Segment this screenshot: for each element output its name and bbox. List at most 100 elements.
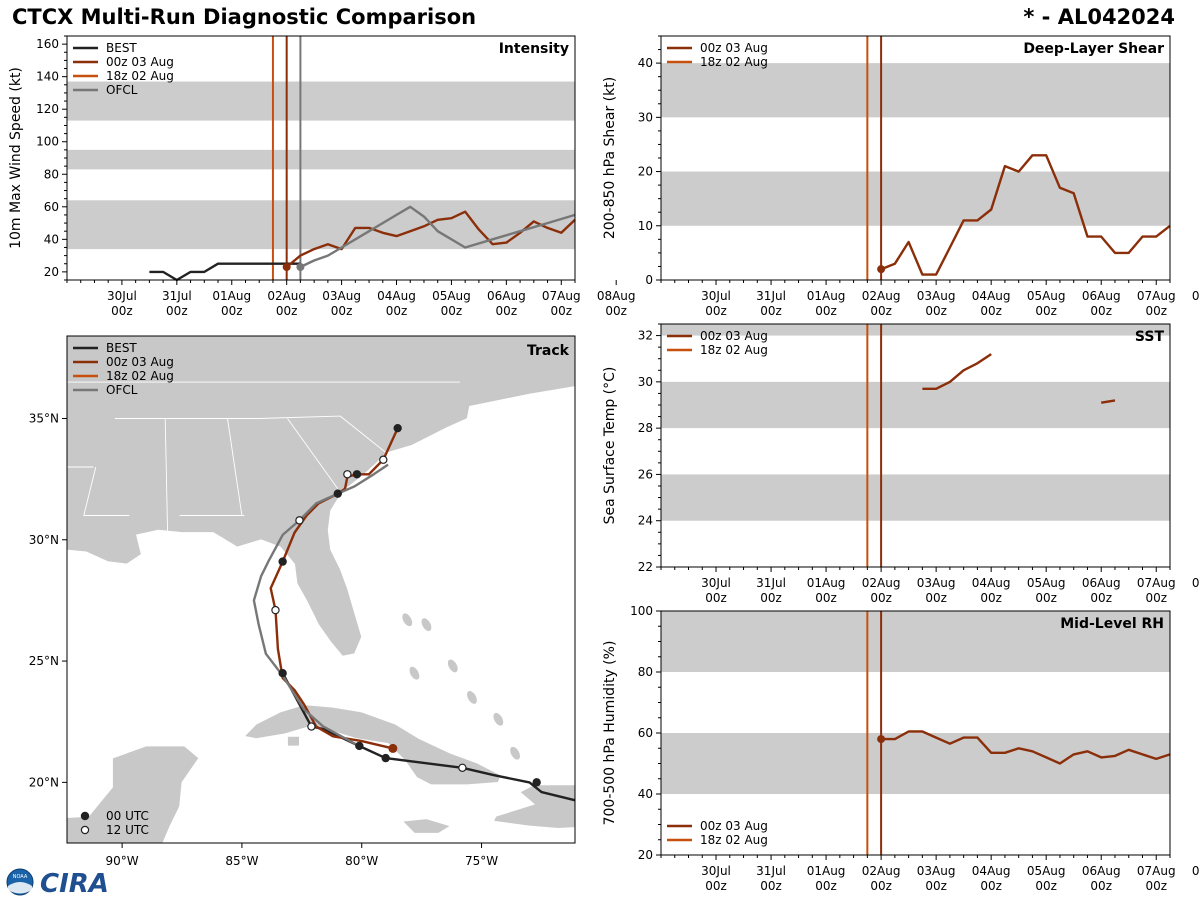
rh-ytick-label: 80 [638, 665, 653, 679]
sst-xtick-label-day: 08Aug [1192, 576, 1200, 590]
intensity-title: Intensity [499, 41, 569, 57]
intensity-legend-label-best: BEST [106, 41, 137, 55]
intensity-xtick-label-day: 01Aug [212, 289, 251, 303]
intensity-xtick-label-hour: 00z [331, 304, 353, 318]
track-marker-00utc [278, 557, 287, 566]
sst-ylabel: Sea Surface Temp (°C) [602, 367, 618, 525]
track-marker-legend-label: 12 UTC [106, 823, 149, 837]
track-map [67, 336, 575, 843]
storm-id: * - AL042024 [1023, 5, 1175, 29]
intensity-xtick-label-hour: 00z [496, 304, 518, 318]
shear-xtick-label-hour: 00z [980, 304, 1002, 318]
shear-xtick-label-hour: 00z [925, 304, 947, 318]
intensity-xtick-label-hour: 00z [441, 304, 463, 318]
track-marker-12utc [343, 470, 352, 479]
shear-xtick-label-day: 06Aug [1082, 289, 1121, 303]
state-border-3 [287, 418, 339, 490]
land-us-mainland [67, 336, 575, 657]
land-bahamas-island-3 [447, 659, 458, 673]
track-marker-legend-label: 00 UTC [106, 809, 149, 823]
land-bahamas-island-5 [493, 712, 504, 726]
sst-band-0 [661, 474, 1170, 521]
land-bahamas-island-2 [409, 666, 420, 680]
sst-series-run00z-0 [922, 353, 992, 390]
intensity-ytick-label: 120 [36, 102, 59, 116]
sst-xtick-label-day: 31Jul [756, 576, 786, 590]
page-title: CTCX Multi-Run Diagnostic Comparison [12, 5, 477, 29]
rh-ytick-label: 40 [638, 787, 653, 801]
shear-xtick-label-day: 04Aug [972, 289, 1011, 303]
sst-xtick-label-day: 04Aug [972, 576, 1011, 590]
track-marker-00utc [333, 489, 342, 498]
sst-xtick-label-hour: 00z [870, 591, 892, 605]
track-marker-12utc [458, 763, 467, 772]
rh-init-point-run00z [877, 735, 886, 744]
shear-xtick-label-day: 30Jul [701, 289, 731, 303]
track-legend-label-run00z: 00z 03 Aug [106, 355, 174, 369]
track-xtick-label: 85°W [225, 854, 258, 868]
state-border-0 [164, 418, 169, 533]
track-marker-12utc [295, 516, 304, 525]
intensity-xtick-label-day: 02Aug [267, 289, 306, 303]
land-isla-juventud [287, 735, 300, 747]
rh-xtick-label-day: 31Jul [756, 864, 786, 878]
rh-xtick-label-day: 06Aug [1082, 864, 1121, 878]
shear-xtick-label-hour: 00z [1035, 304, 1057, 318]
track-legend-label-run18z: 18z 02 Aug [106, 369, 174, 383]
track-marker-12utc [379, 455, 388, 464]
rh-xtick-label-hour: 00z [705, 879, 727, 893]
shear-xtick-label-day: 08Aug [1192, 289, 1200, 303]
sst-band-2 [661, 324, 1170, 336]
shear-ytick-label: 40 [638, 56, 653, 70]
sst-series-run00z-1 [1101, 399, 1116, 404]
intensity-xtick-label-day: 06Aug [487, 289, 526, 303]
state-border-4 [258, 415, 386, 453]
sst-frame [660, 323, 1171, 568]
rh-ylabel: 700-500 hPa Humidity (%) [602, 641, 618, 826]
sst-legend-label-run00z: 00z 03 Aug [700, 329, 768, 343]
track-marker-00utc [532, 778, 541, 787]
land-jamaica [401, 818, 452, 834]
rh-xtick-label-day: 04Aug [972, 864, 1011, 878]
sst-title: SST [1135, 329, 1165, 345]
rh-ytick-label: 100 [630, 604, 653, 618]
shear-xtick-label-day: 05Aug [1027, 289, 1066, 303]
intensity-band-1 [67, 149, 575, 170]
track-legend-label-ofcl: OFCL [106, 383, 138, 397]
intensity-xtick-label-day: 03Aug [322, 289, 361, 303]
intensity-ytick-label: 100 [36, 135, 59, 149]
shear-xtick-label-day: 02Aug [862, 289, 901, 303]
intensity-xtick-label-hour: 00z [605, 304, 627, 318]
shear-panel: 01020304030Jul00z31Jul00z01Aug00z02Aug00… [602, 35, 1200, 318]
intensity-xtick-label-day: 04Aug [377, 289, 416, 303]
rh-xtick-label-day: 07Aug [1137, 864, 1176, 878]
shear-xtick-label-hour: 00z [870, 304, 892, 318]
sst-xtick-label-hour: 00z [815, 591, 837, 605]
rh-band-1 [661, 611, 1170, 672]
shear-init-point-run00z [877, 265, 886, 274]
shear-ylabel: 200-850 hPa Shear (kt) [602, 77, 618, 239]
rh-xtick-label-hour: 00z [980, 879, 1002, 893]
intensity-ytick-label: 60 [44, 200, 59, 214]
rh-legend-label-run18z: 18z 02 Aug [700, 833, 768, 847]
track-xtick-label: 80°W [345, 854, 378, 868]
rh-xtick-label-hour: 00z [1090, 879, 1112, 893]
shear-xtick-label-day: 03Aug [917, 289, 956, 303]
track-marker-00utc [355, 741, 364, 751]
track-current-position [388, 743, 398, 753]
sst-xtick-label-day: 01Aug [807, 576, 846, 590]
sst-ytick-label: 22 [638, 560, 653, 574]
shear-xtick-label-hour: 00z [705, 304, 727, 318]
intensity-xtick-label-hour: 00z [386, 304, 408, 318]
track-legend-label-best: BEST [106, 341, 137, 355]
intensity-ytick-label: 140 [36, 70, 59, 84]
cira-logo-text: CIRA [40, 869, 109, 896]
shear-xtick-label-hour: 00z [815, 304, 837, 318]
shear-ytick-label: 30 [638, 110, 653, 124]
shear-xtick-label-day: 01Aug [807, 289, 846, 303]
sst-ytick-label: 26 [638, 467, 653, 481]
shear-ytick-label: 10 [638, 219, 653, 233]
intensity-xtick-label-day: 07Aug [542, 289, 581, 303]
sst-xtick-label-day: 06Aug [1082, 576, 1121, 590]
